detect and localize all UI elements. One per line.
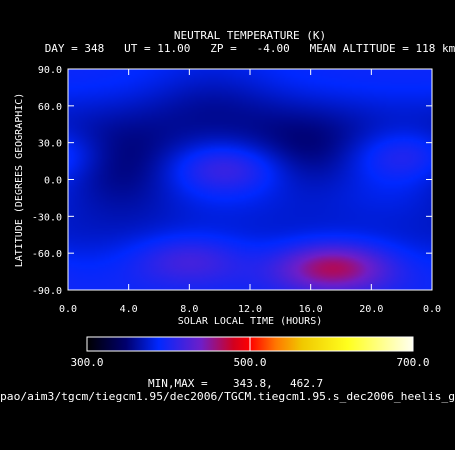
chart-title: NEUTRAL TEMPERATURE (K) <box>174 29 326 42</box>
min-max-label: MIN,MAX = <box>148 377 208 390</box>
y-tick-label: 0.0 <box>44 176 62 187</box>
x-tick-label: 0.0 <box>59 304 77 315</box>
x-tick-label: 16.0 <box>299 304 323 315</box>
chart-subtitle: DAY = 348 UT = 11.00 ZP = -4.00 MEAN ALT… <box>45 42 455 55</box>
y-tick-label: -30.0 <box>32 212 62 223</box>
x-axis-label: SOLAR LOCAL TIME (HOURS) <box>178 316 323 327</box>
x-tick-label: 12.0 <box>238 304 262 315</box>
colorbar-tick-label: 300.0 <box>70 356 103 369</box>
y-axis-label: LATITUDE (DEGREES GEOGRAPHIC) <box>14 93 25 268</box>
x-tick-label: 4.0 <box>120 304 138 315</box>
x-tick-label: 8.0 <box>180 304 198 315</box>
y-tick-label: 90.0 <box>38 65 62 76</box>
heatmap-plot <box>68 69 432 290</box>
colorbar-tick-label: 700.0 <box>396 356 429 369</box>
colorbar-tick-label: 500.0 <box>233 356 266 369</box>
y-tick-label: -60.0 <box>32 249 62 260</box>
y-tick-label: -90.0 <box>32 286 62 297</box>
x-tick-label: 0.0 <box>423 304 441 315</box>
min-value: 343.8, <box>233 377 273 390</box>
file-path: pao/aim3/tgcm/tiegcm1.95/dec2006/TGCM.ti… <box>0 390 455 403</box>
max-value: 462.7 <box>290 377 323 390</box>
x-tick-label: 20.0 <box>359 304 383 315</box>
y-tick-label: 30.0 <box>38 139 62 150</box>
y-tick-label: 60.0 <box>38 102 62 113</box>
